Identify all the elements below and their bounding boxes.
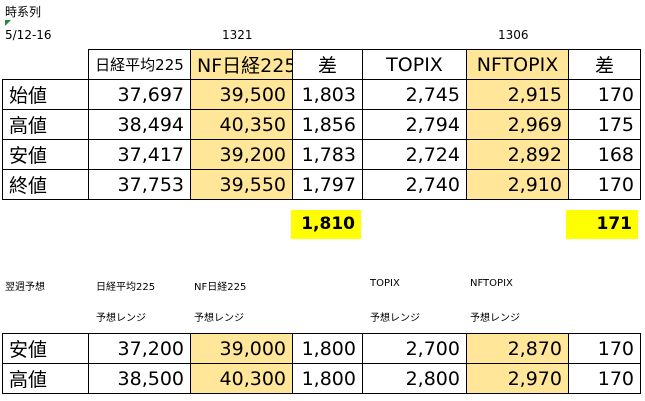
row-label[interactable]: 始値: [2, 79, 89, 110]
cell-topix[interactable]: 2,700: [362, 333, 467, 364]
cell-topix[interactable]: 2,724: [362, 139, 467, 170]
forecast-col-n225: 日経平均225: [96, 282, 156, 293]
cell-diff1[interactable]: 1,803: [292, 79, 363, 110]
cell-nf225[interactable]: 40,300: [190, 363, 293, 394]
forecast-col-topix: TOPIX: [370, 278, 400, 289]
forecast-row: 安値 37,200 39,000 1,800 2,700 2,870 170: [2, 333, 641, 364]
range-label-nf225: 予想レンジ: [194, 313, 244, 324]
cell-topix[interactable]: 2,800: [362, 363, 467, 394]
cell-nf225[interactable]: 40,350: [190, 109, 293, 140]
cell-n225[interactable]: 38,494: [88, 109, 191, 140]
cell-diff2[interactable]: 170: [568, 169, 641, 200]
table-row: 安値 37,417 39,200 1,783 2,724 2,892 168: [2, 139, 641, 170]
forecast-col-nf225: NF日経225: [194, 282, 247, 293]
cell-diff1[interactable]: 1,800: [292, 333, 363, 364]
main-table: 日経平均225 NF日経225 差 TOPIX NFTOPIX 差 始値 37,…: [2, 49, 641, 200]
avg-diff2-total[interactable]: 171: [566, 210, 638, 239]
sheet-title: 時系列: [5, 5, 42, 19]
cell-diff1[interactable]: 1,800: [292, 363, 363, 394]
cell-n225[interactable]: 37,200: [88, 333, 191, 364]
cell-nf225[interactable]: 39,550: [190, 169, 293, 200]
forecast-col-nftopix: NFTOPIX: [470, 278, 513, 289]
header-nf225[interactable]: NF日経225: [190, 49, 293, 80]
row-label[interactable]: 高値: [2, 363, 89, 394]
row-label[interactable]: 高値: [2, 109, 89, 140]
cell-diff2[interactable]: 175: [568, 109, 641, 140]
cell-nftopix[interactable]: 2,910: [466, 169, 569, 200]
header-diff1[interactable]: 差: [292, 49, 363, 80]
cell-nftopix[interactable]: 2,892: [466, 139, 569, 170]
cell-nftopix[interactable]: 2,970: [466, 363, 569, 394]
cell-diff2[interactable]: 168: [568, 139, 641, 170]
cell-diff1[interactable]: 1,797: [292, 169, 363, 200]
range-label-n225: 予想レンジ: [96, 313, 146, 324]
cell-n225[interactable]: 37,697: [88, 79, 191, 110]
cell-topix[interactable]: 2,794: [362, 109, 467, 140]
cell-n225[interactable]: 37,417: [88, 139, 191, 170]
cell-topix[interactable]: 2,745: [362, 79, 467, 110]
table-row: 始値 37,697 39,500 1,803 2,745 2,915 170: [2, 79, 641, 110]
range-label-nftopix: 予想レンジ: [470, 313, 520, 324]
cell-nf225[interactable]: 39,000: [190, 333, 293, 364]
row-label[interactable]: 安値: [2, 333, 89, 364]
cell-diff1[interactable]: 1,856: [292, 109, 363, 140]
forecast-title: 翌週予想: [5, 282, 45, 293]
avg-diff1-total[interactable]: 1,810: [291, 210, 361, 239]
cell-nftopix[interactable]: 2,969: [466, 109, 569, 140]
etf-code-1321: 1321: [222, 28, 253, 42]
cell-nftopix[interactable]: 2,915: [466, 79, 569, 110]
cell-comment-marker: [5, 20, 11, 26]
cell-nf225[interactable]: 39,500: [190, 79, 293, 110]
etf-code-1306: 1306: [498, 28, 529, 42]
table-row: 高値 38,494 40,350 1,856 2,794 2,969 175: [2, 109, 641, 140]
cell-diff1[interactable]: 1,783: [292, 139, 363, 170]
row-label[interactable]: 終値: [2, 169, 89, 200]
header-row: 日経平均225 NF日経225 差 TOPIX NFTOPIX 差: [3, 49, 641, 80]
cell-nftopix[interactable]: 2,870: [466, 333, 569, 364]
header-n225[interactable]: 日経平均225: [88, 49, 191, 80]
period-label: 5/12-16: [5, 28, 52, 42]
cell-diff2[interactable]: 170: [568, 363, 641, 394]
range-label-topix: 予想レンジ: [370, 313, 420, 324]
forecast-row: 高値 38,500 40,300 1,800 2,800 2,970 170: [2, 363, 641, 394]
header-diff2[interactable]: 差: [568, 49, 641, 80]
header-corner: [3, 50, 89, 80]
row-label[interactable]: 安値: [2, 139, 89, 170]
cell-nf225[interactable]: 39,200: [190, 139, 293, 170]
cell-diff2[interactable]: 170: [568, 79, 641, 110]
forecast-table: 安値 37,200 39,000 1,800 2,700 2,870 170 高…: [2, 333, 641, 394]
header-nftopix[interactable]: NFTOPIX: [466, 49, 569, 80]
cell-diff2[interactable]: 170: [568, 333, 641, 364]
cell-n225[interactable]: 38,500: [88, 363, 191, 394]
cell-topix[interactable]: 2,740: [362, 169, 467, 200]
table-row: 終値 37,753 39,550 1,797 2,740 2,910 170: [2, 169, 641, 200]
cell-n225[interactable]: 37,753: [88, 169, 191, 200]
header-topix[interactable]: TOPIX: [362, 49, 467, 80]
